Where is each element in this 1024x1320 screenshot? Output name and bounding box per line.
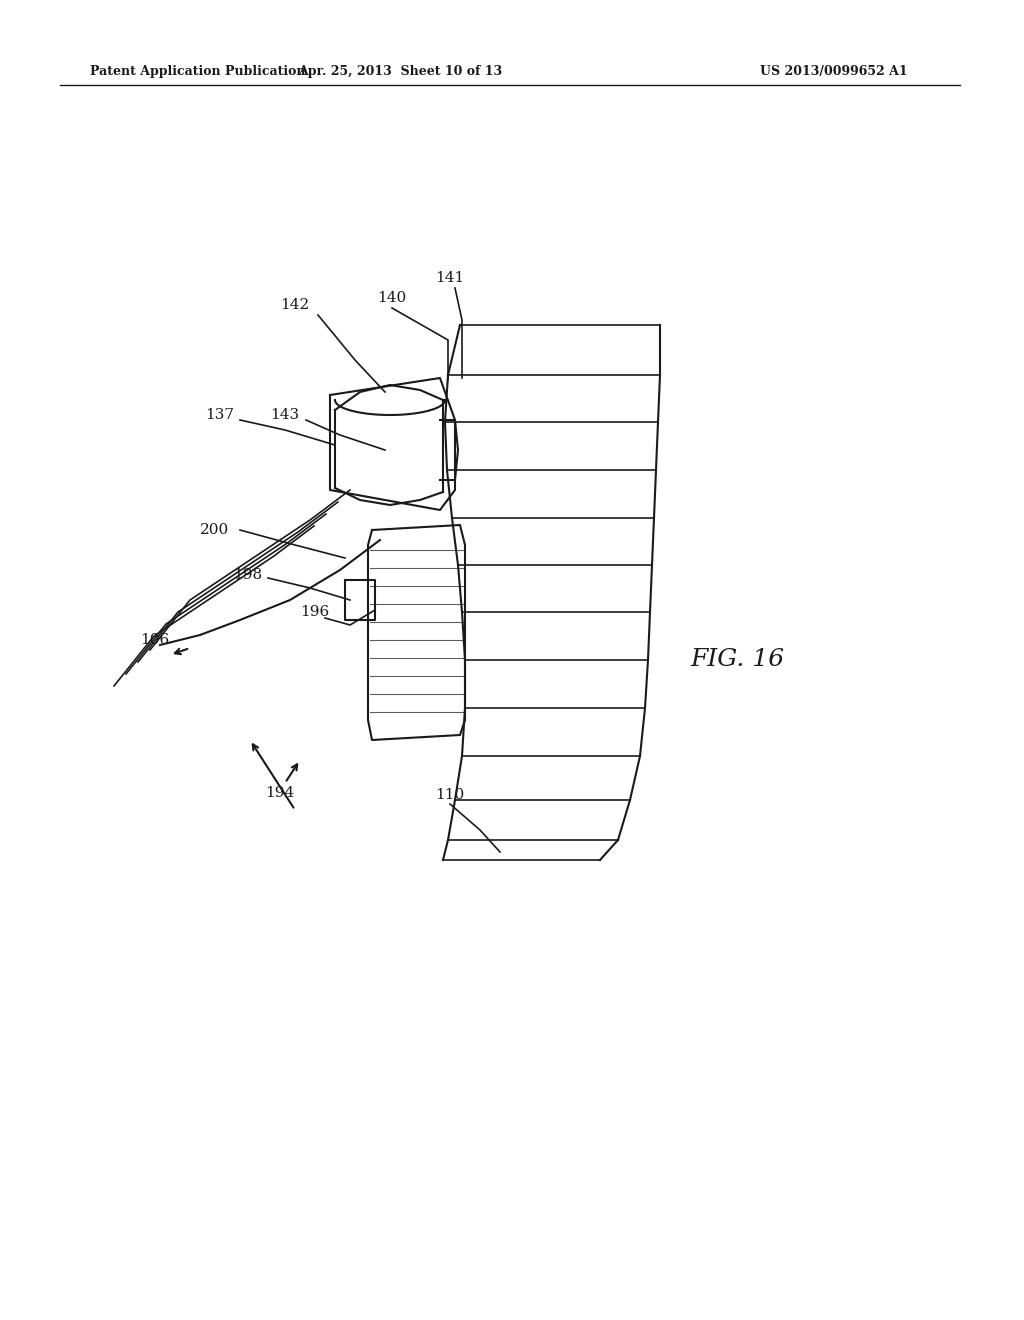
Text: 196: 196 bbox=[300, 605, 330, 619]
Text: FIG. 16: FIG. 16 bbox=[690, 648, 784, 672]
Text: 137: 137 bbox=[206, 408, 234, 422]
Text: 142: 142 bbox=[281, 298, 309, 312]
Text: Apr. 25, 2013  Sheet 10 of 13: Apr. 25, 2013 Sheet 10 of 13 bbox=[298, 66, 502, 78]
Text: 110: 110 bbox=[435, 788, 465, 803]
Text: 106: 106 bbox=[140, 634, 170, 647]
Text: 194: 194 bbox=[265, 785, 295, 800]
Text: 198: 198 bbox=[233, 568, 262, 582]
Text: US 2013/0099652 A1: US 2013/0099652 A1 bbox=[760, 66, 907, 78]
Text: 141: 141 bbox=[435, 271, 465, 285]
Text: 140: 140 bbox=[378, 290, 407, 305]
Text: Patent Application Publication: Patent Application Publication bbox=[90, 66, 305, 78]
Text: 143: 143 bbox=[270, 408, 300, 422]
Text: 200: 200 bbox=[201, 523, 229, 537]
